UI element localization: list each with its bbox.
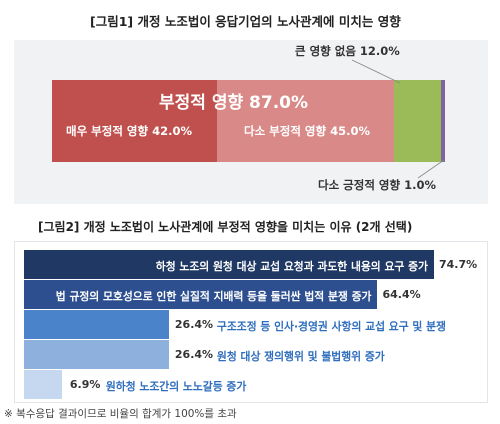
reason-bar-3	[24, 310, 169, 339]
reason-label-5: 원하청 노조간의 노노갈등 증가	[105, 380, 247, 393]
no-effect-callout: 큰 영향 없음 12.0%	[295, 44, 400, 58]
reason-label-2: 법 규정의 모호성으로 인한 실질적 지배력 등을 둘러싼 법적 분쟁 증가	[55, 290, 372, 303]
segment-somewhat-negative	[217, 80, 394, 162]
somewhat-negative-label: 다소 부정적 영향 45.0%	[244, 124, 370, 138]
reason-value-3: 26.4%	[174, 318, 214, 331]
reason-bar-1	[24, 250, 434, 279]
negative-total-label: 부정적 영향 87.0%	[159, 93, 309, 113]
segment-very-negative	[52, 80, 218, 162]
somewhat-positive-callout: 다소 긍정적 영향 1.0%	[318, 178, 436, 192]
very-negative-label: 매우 부정적 영향 42.0%	[66, 124, 192, 138]
reason-value-4: 26.4%	[174, 348, 214, 361]
reason-value-5: 6.9%	[69, 378, 101, 391]
leader-no-effect	[351, 59, 401, 84]
reason-bar-2	[24, 280, 378, 309]
reason-value-2: 64.4%	[382, 288, 421, 301]
figure2-title: [그림2] 개정 노조법이 노사관계에 부정적 영향을 미치는 이유 (2개 선…	[38, 220, 413, 234]
footnote: ※ 복수응답 결과이므로 비율의 합계가 100%를 초과	[4, 408, 237, 420]
leader-somewhat-positive	[417, 159, 445, 179]
reason-value-1: 74.7%	[439, 258, 478, 271]
segment-no-effect	[393, 80, 442, 162]
figure1-title: [그림1] 개정 노조법이 응답기업의 노사관계에 미치는 영향	[90, 14, 401, 29]
reason-label-4: 원청 대상 쟁의행위 및 불법행위 증가	[216, 350, 385, 363]
reason-label-1: 하청 노조의 원청 대상 교섭 요청과 과도한 내용의 요구 증가	[155, 260, 428, 273]
reason-label-3: 구조조정 등 인사·경영권 사항의 교섭 요구 및 분쟁	[216, 320, 446, 333]
segment-somewhat-positive	[441, 80, 445, 162]
reason-bar-5	[24, 370, 62, 399]
reason-bar-4	[24, 340, 169, 369]
